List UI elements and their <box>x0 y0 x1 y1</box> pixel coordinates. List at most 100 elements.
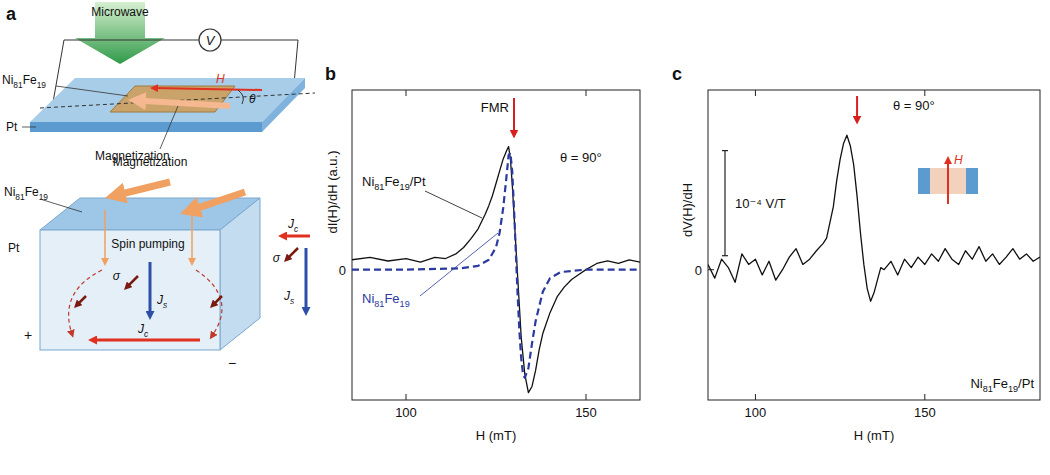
x-tick <box>586 394 587 400</box>
x-tick <box>924 394 925 400</box>
charge-current-label: Jc <box>137 322 149 339</box>
text-run: c <box>294 224 299 234</box>
spin-arrow <box>213 296 222 305</box>
spin-pumping-arrow <box>104 210 106 262</box>
text-run: 81 <box>15 192 25 202</box>
minus-label: − <box>228 355 236 371</box>
magnetization-arrow <box>137 101 230 106</box>
chart-panel: b1001500H (mT)dI(H)/dH (a.u.)Ni81Fe19/Pt… <box>325 64 640 443</box>
x-tick <box>406 90 407 96</box>
scale-bar-cap <box>722 150 728 151</box>
text-run: Ni <box>2 73 13 87</box>
series-label: Ni81Fe19/Pt <box>970 376 1034 394</box>
leader <box>420 233 498 296</box>
text-run: Ni <box>970 376 982 391</box>
text-run: Fe <box>384 291 399 306</box>
text-run: 81 <box>374 299 384 309</box>
x-tick <box>924 90 925 96</box>
spin-pumping-label: Spin pumping <box>111 237 184 251</box>
x-tick-label: 100 <box>745 405 767 420</box>
x-tick <box>586 90 587 96</box>
scale-bar-cap <box>722 255 728 256</box>
spin-pumping-arrow <box>191 210 193 262</box>
y-tick-label: 0 <box>339 263 346 278</box>
spin-arrow <box>77 296 86 305</box>
condition-label: θ = 90° <box>893 98 935 113</box>
pt-front <box>30 122 262 132</box>
pt-top <box>30 78 305 122</box>
charge-current-arrow <box>283 235 311 238</box>
text-run: 19 <box>400 299 410 309</box>
x-axis-title: H (mT) <box>854 428 894 443</box>
text-run: 81 <box>374 182 384 192</box>
spin-current-arrow <box>305 248 308 312</box>
text-run: s <box>290 296 295 306</box>
wire <box>221 40 298 84</box>
figure: aMicrowaveVθHNi81Fe19PtMagnetizationMagn… <box>0 0 1050 475</box>
voltmeter-label: V <box>206 33 216 48</box>
charge-current-label: Jc <box>287 217 299 234</box>
angle-arc <box>238 90 243 104</box>
microwave-label: Microwave <box>91 5 149 19</box>
x-axis-title: H (mT) <box>476 428 516 443</box>
series-line <box>708 135 1040 301</box>
text-run: Fe <box>384 174 399 189</box>
plus-label: + <box>24 327 32 343</box>
plot-area <box>352 147 640 393</box>
text-run: Ni <box>4 185 15 199</box>
leader <box>160 106 178 149</box>
x-tick-label: 100 <box>395 405 417 420</box>
deflection-arrow <box>196 270 222 336</box>
sigma-label: σ <box>113 269 121 283</box>
text-run: Ni <box>362 174 374 189</box>
text-run: /Pt <box>410 174 426 189</box>
text-run: s <box>163 300 168 310</box>
leader <box>56 86 128 96</box>
scale-bar <box>724 151 725 256</box>
magnetization-arrow <box>190 192 245 211</box>
substrate-label: Pt <box>8 241 20 255</box>
scale-bar-label: 10⁻⁴ V/T <box>735 196 786 211</box>
panel-letter: b <box>325 64 336 84</box>
x-tick-label: 150 <box>575 405 597 420</box>
series-line <box>352 147 640 393</box>
substrate-label: Pt <box>6 120 18 134</box>
series-line <box>352 153 640 378</box>
microwave-arrow <box>75 2 165 64</box>
spin-current-label: Js <box>156 293 168 310</box>
spin-arrow <box>127 276 138 287</box>
plot-area <box>708 135 1040 301</box>
text-run: Fe <box>993 376 1008 391</box>
angle-label: θ <box>249 92 256 106</box>
text-run: Fe <box>23 73 37 87</box>
spin-arrow <box>287 248 298 259</box>
inset-pt <box>918 168 930 194</box>
spin-current-arrow <box>149 262 152 316</box>
leader <box>40 199 82 212</box>
field-arrow <box>154 88 262 90</box>
leader <box>425 191 482 218</box>
chart-panel: c1001500H (mT)dV(H)/dHNi81Fe19/Ptθ = 90°… <box>672 64 1040 443</box>
leader <box>22 127 36 128</box>
y-tick-label: 0 <box>695 263 702 278</box>
plot-frame <box>708 90 1040 400</box>
sigma-label: σ <box>273 251 281 265</box>
y-axis-title: dV(H)/dH <box>680 183 695 237</box>
text-run: 19 <box>400 182 410 192</box>
panel-letter: a <box>6 4 17 24</box>
y-axis-title: dI(H)/dH (a.u.) <box>325 150 340 233</box>
text-run: c <box>144 329 149 339</box>
inset-label: H <box>954 153 963 167</box>
magnetization-label: Magnetization <box>113 155 188 169</box>
series-label: Ni81Fe19/Pt <box>362 174 426 192</box>
inset-field-arrow <box>947 160 949 204</box>
fmr-arrow <box>513 98 515 134</box>
x-tick-label: 150 <box>914 405 936 420</box>
inset-pt <box>966 168 978 194</box>
box-side <box>220 198 260 350</box>
charge-current-arrow <box>93 339 201 342</box>
x-tick <box>755 90 756 96</box>
magnetization-arrow <box>115 182 170 195</box>
text-run: 19 <box>1008 384 1018 394</box>
pt-side <box>262 78 305 132</box>
